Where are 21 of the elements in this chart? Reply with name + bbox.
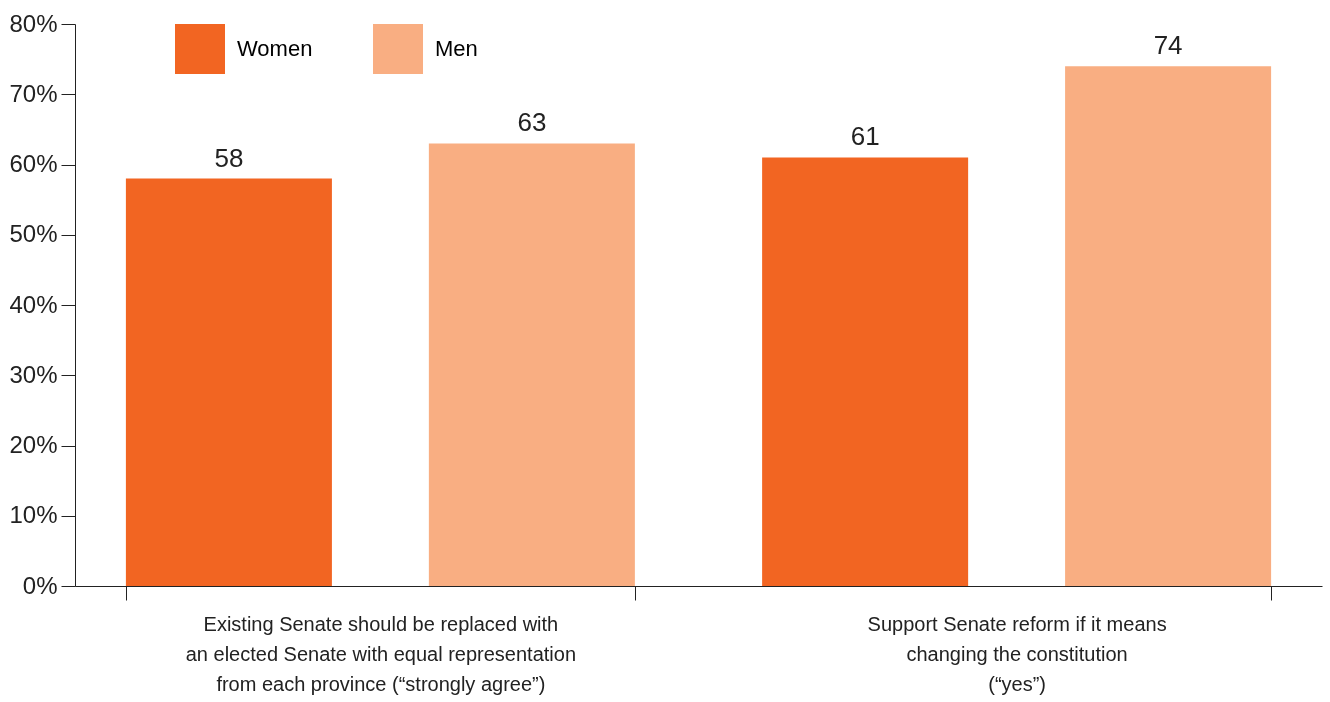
y-tick-label: 30% <box>9 360 58 388</box>
y-tick-label: 60% <box>9 150 58 177</box>
y-tick-label: 80% <box>9 9 58 37</box>
bar <box>125 178 332 586</box>
x-tick-label: Existing Senate should be replaced with an elected Senate with equal representation from each province (“strongly agree”) <box>185 612 577 695</box>
y-tick-label: 50% <box>9 220 58 248</box>
data-label: 63 <box>517 107 547 138</box>
x-tick-label: Support Senate reform if it means changing the constitution (“yes”) <box>867 612 1167 695</box>
bar <box>1065 66 1272 586</box>
y-tick-label: 40% <box>9 290 58 318</box>
y-tick-label: 0% <box>22 571 58 599</box>
bar <box>428 143 635 586</box>
data-label: 58 <box>214 142 244 173</box>
legend-label: Women <box>237 36 313 61</box>
y-tick-label: 70% <box>9 79 58 107</box>
legend-label: Men <box>435 36 478 61</box>
bar <box>762 157 969 586</box>
y-tick-label: 20% <box>9 431 58 458</box>
data-label: 61 <box>850 121 880 152</box>
y-tick-label: 10% <box>9 501 58 529</box>
data-label: 74 <box>1153 30 1183 61</box>
